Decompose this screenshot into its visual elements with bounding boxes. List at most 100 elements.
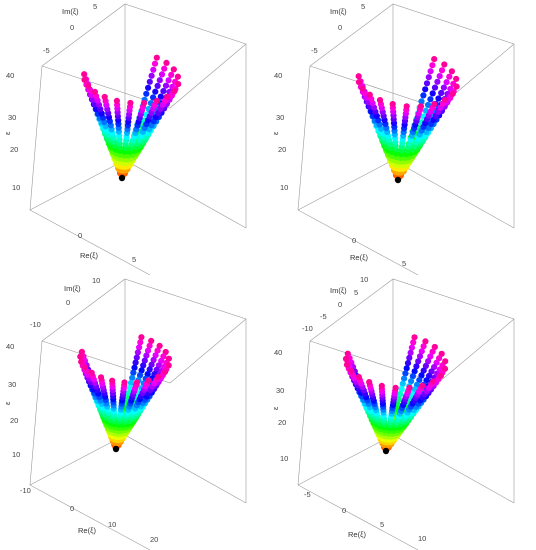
data-point xyxy=(155,373,162,380)
data-point xyxy=(141,99,148,107)
y-axis-label: Im(ξ) xyxy=(330,286,347,295)
data-point xyxy=(81,364,89,371)
data-point xyxy=(438,67,446,74)
data-point xyxy=(133,354,140,361)
y-tick-1: 5 xyxy=(93,2,97,11)
x-tick-1: -5 xyxy=(304,490,311,499)
data-point xyxy=(431,56,438,63)
data-point xyxy=(163,59,170,66)
plot-3d-1: Im(ξ) 5 0 -5 40 30 20 10 ε 0 5 Re(ξ) xyxy=(3,2,247,275)
data-point xyxy=(133,379,141,386)
data-point xyxy=(138,334,145,341)
data-point xyxy=(136,344,143,351)
data-point xyxy=(130,369,137,376)
data-point xyxy=(366,91,373,98)
data-point xyxy=(127,379,135,387)
data-point xyxy=(152,352,159,359)
data-point xyxy=(164,93,171,100)
plot-panel-1: Im(ξ) 5 0 -5 40 30 20 10 ε 0 5 Re(ξ) xyxy=(0,0,268,275)
data-point xyxy=(143,90,150,97)
axis-labels: Im(ξ) 5 0 -5 40 30 20 10 ε 0 5 Re(ξ) xyxy=(271,2,406,268)
data-point xyxy=(435,95,442,102)
data-point xyxy=(401,375,408,382)
axis-labels: Im(ξ) 10 0 -10 40 30 20 10 ε -10 0 10 20… xyxy=(3,276,158,544)
y-tick-2: 0 xyxy=(338,23,342,32)
data-point xyxy=(145,84,152,91)
focus-point xyxy=(382,447,390,455)
z-axis-label: ε xyxy=(271,406,280,410)
data-point xyxy=(144,347,152,354)
data-point xyxy=(162,82,170,89)
point-cloud xyxy=(77,334,172,453)
data-point xyxy=(158,71,166,78)
x-tick-3: 10 xyxy=(108,520,116,529)
data-point xyxy=(342,355,350,362)
data-point xyxy=(437,372,444,379)
data-point xyxy=(417,103,425,110)
data-point xyxy=(161,65,168,72)
data-point xyxy=(171,87,178,95)
data-point xyxy=(431,101,438,108)
data-point xyxy=(425,101,432,108)
z-tick-4: 10 xyxy=(12,183,20,192)
z-tick-3: 20 xyxy=(278,145,286,154)
data-point xyxy=(429,348,436,355)
data-point xyxy=(132,359,139,366)
data-point xyxy=(376,97,384,104)
data-point xyxy=(148,337,155,344)
x-tick-2: 5 xyxy=(402,259,406,268)
point-cloud xyxy=(355,56,460,184)
data-point xyxy=(355,79,363,86)
data-point xyxy=(434,78,441,85)
x-tick-4: 20 xyxy=(150,535,158,544)
y-tick-1: 10 xyxy=(360,275,368,284)
data-point xyxy=(141,357,148,364)
z-tick-1: 40 xyxy=(274,71,282,80)
data-point xyxy=(416,377,423,384)
data-point xyxy=(413,363,420,370)
data-point xyxy=(175,81,182,88)
z-tick-1: 40 xyxy=(6,71,14,80)
data-point xyxy=(418,348,425,355)
data-point xyxy=(78,358,85,365)
data-point xyxy=(156,77,163,84)
focus-point xyxy=(394,176,402,184)
data-point xyxy=(409,373,416,380)
y-tick-5: -10 xyxy=(302,324,313,333)
data-point xyxy=(404,360,412,367)
data-point xyxy=(453,83,460,90)
data-point xyxy=(146,78,153,85)
y-tick-2: 0 xyxy=(70,23,74,32)
data-point xyxy=(81,71,88,78)
focus-point xyxy=(112,445,120,453)
data-point xyxy=(392,384,399,391)
bounding-box xyxy=(29,3,247,275)
z-tick-1: 40 xyxy=(6,342,14,351)
data-point xyxy=(355,373,362,381)
plot-3d-4: Im(ξ) 10 5 0 -5 -10 40 30 20 10 ε -5 0 5… xyxy=(271,275,515,550)
data-point xyxy=(429,62,436,69)
data-point xyxy=(146,342,153,349)
point-cloud xyxy=(81,54,182,182)
axis-labels: Im(ξ) 5 0 -5 40 30 20 10 ε 0 5 Re(ξ) xyxy=(3,2,136,264)
data-point xyxy=(170,66,177,73)
data-point xyxy=(165,77,172,84)
data-point xyxy=(420,343,427,350)
z-tick-2: 30 xyxy=(8,380,16,389)
y-tick-2: 0 xyxy=(66,298,70,307)
z-tick-4: 10 xyxy=(280,454,288,463)
data-point xyxy=(131,364,138,371)
z-tick-3: 20 xyxy=(278,418,286,427)
data-point xyxy=(343,361,351,368)
data-point xyxy=(126,384,133,392)
data-point xyxy=(418,98,425,105)
y-tick-4: -5 xyxy=(320,312,327,321)
x-axis-label: Re(ξ) xyxy=(78,526,96,535)
axis-labels: Im(ξ) 10 5 0 -5 -10 40 30 20 10 ε -5 0 5… xyxy=(271,275,426,543)
data-point xyxy=(160,88,167,95)
data-point xyxy=(403,103,410,110)
x-axis-label: Re(ξ) xyxy=(350,253,368,262)
data-point xyxy=(137,339,144,346)
focus-point xyxy=(118,174,126,182)
data-point xyxy=(427,68,434,75)
